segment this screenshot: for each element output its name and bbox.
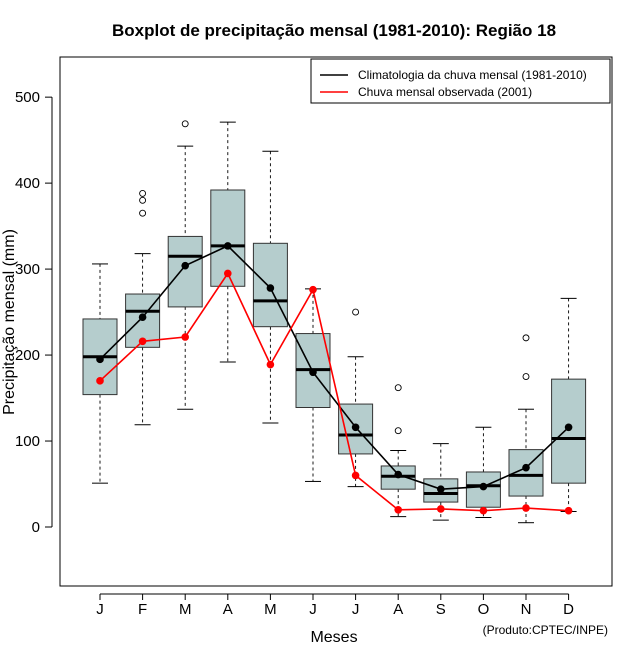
box-outlier (352, 308, 360, 316)
y-axis: 0 100 200 300 400 500 (15, 89, 53, 536)
legend-label-climatology: Climatologia da chuva mensal (1981-2010) (358, 68, 587, 82)
x-tick-label: N (521, 601, 532, 618)
series-point (309, 368, 317, 377)
box-outlier (522, 373, 530, 381)
y-tick-label: 100 (15, 433, 40, 450)
box-M-2 (167, 120, 203, 410)
x-tick-label: M (264, 601, 277, 618)
series-point (564, 506, 573, 515)
box-N-10 (508, 334, 544, 524)
series-point (181, 261, 189, 270)
y-tick-label: 200 (15, 347, 40, 364)
y-tick-label: 500 (15, 89, 40, 106)
series-observed (96, 269, 573, 515)
x-tick-label: O (478, 601, 490, 618)
box-J-0 (82, 263, 118, 484)
y-tick-label: 300 (15, 261, 40, 278)
series-point (96, 377, 104, 385)
box-iqr (167, 235, 203, 308)
series-point (181, 333, 189, 341)
series-climatology (96, 242, 573, 493)
y-axis-label: Precipitação mensal (mm) (1, 229, 18, 415)
x-tick-label: D (563, 601, 574, 618)
series-point (96, 355, 104, 364)
series-point (437, 505, 445, 513)
series-point (309, 285, 317, 294)
plot-frame (59, 56, 613, 587)
x-tick-label: A (393, 601, 403, 618)
x-tick-label: A (223, 601, 233, 618)
series-point (224, 269, 232, 278)
series-line (99, 244, 570, 490)
series-point (351, 471, 360, 480)
x-tick-label: J (352, 601, 360, 618)
series-point (479, 482, 488, 491)
x-tick-label: M (179, 601, 192, 618)
box-J-6 (338, 308, 374, 488)
series-point (479, 506, 488, 515)
x-tick-label: J (96, 601, 104, 618)
box-J-5 (295, 288, 331, 482)
box-outlier (139, 209, 147, 217)
product-credit: (Produto:CPTEC/INPE) (483, 623, 608, 637)
boxes-group (82, 120, 587, 524)
series-lines-group (96, 242, 573, 515)
box-outlier (394, 384, 402, 392)
box-D-11 (551, 297, 587, 513)
series-point (394, 506, 403, 514)
x-tick-label: S (436, 601, 446, 618)
x-tick-label: F (138, 601, 147, 618)
series-line (99, 271, 569, 512)
box-F-1 (125, 189, 161, 426)
series-point (224, 242, 232, 250)
series-point (394, 470, 403, 479)
box-outlier (181, 120, 189, 128)
box-outlier (139, 189, 147, 197)
legend-box (310, 58, 611, 104)
series-point (266, 360, 275, 369)
chart-title: Boxplot de precipitação mensal (1981-201… (112, 21, 556, 40)
series-point (351, 423, 360, 432)
series-point (138, 313, 147, 322)
series-point (138, 337, 147, 346)
box-A-3 (210, 121, 246, 363)
legend: Climatologia da chuva mensal (1981-2010)… (310, 58, 611, 104)
x-axis-label: Meses (310, 629, 357, 646)
series-point (437, 485, 445, 493)
y-tick-label: 400 (15, 175, 40, 192)
series-point (522, 504, 530, 512)
box-iqr (551, 378, 587, 484)
box-outlier (522, 334, 530, 342)
x-tick-label: J (309, 601, 317, 618)
legend-label-observed: Chuva mensal observada (2001) (358, 85, 532, 99)
series-point (564, 423, 573, 432)
box-outlier (394, 427, 402, 435)
series-point (266, 284, 275, 292)
box-A-7 (380, 384, 416, 518)
y-tick-label: 0 (32, 519, 40, 536)
box-outlier (139, 196, 147, 204)
series-point (522, 463, 530, 472)
box-O-9 (465, 426, 501, 519)
